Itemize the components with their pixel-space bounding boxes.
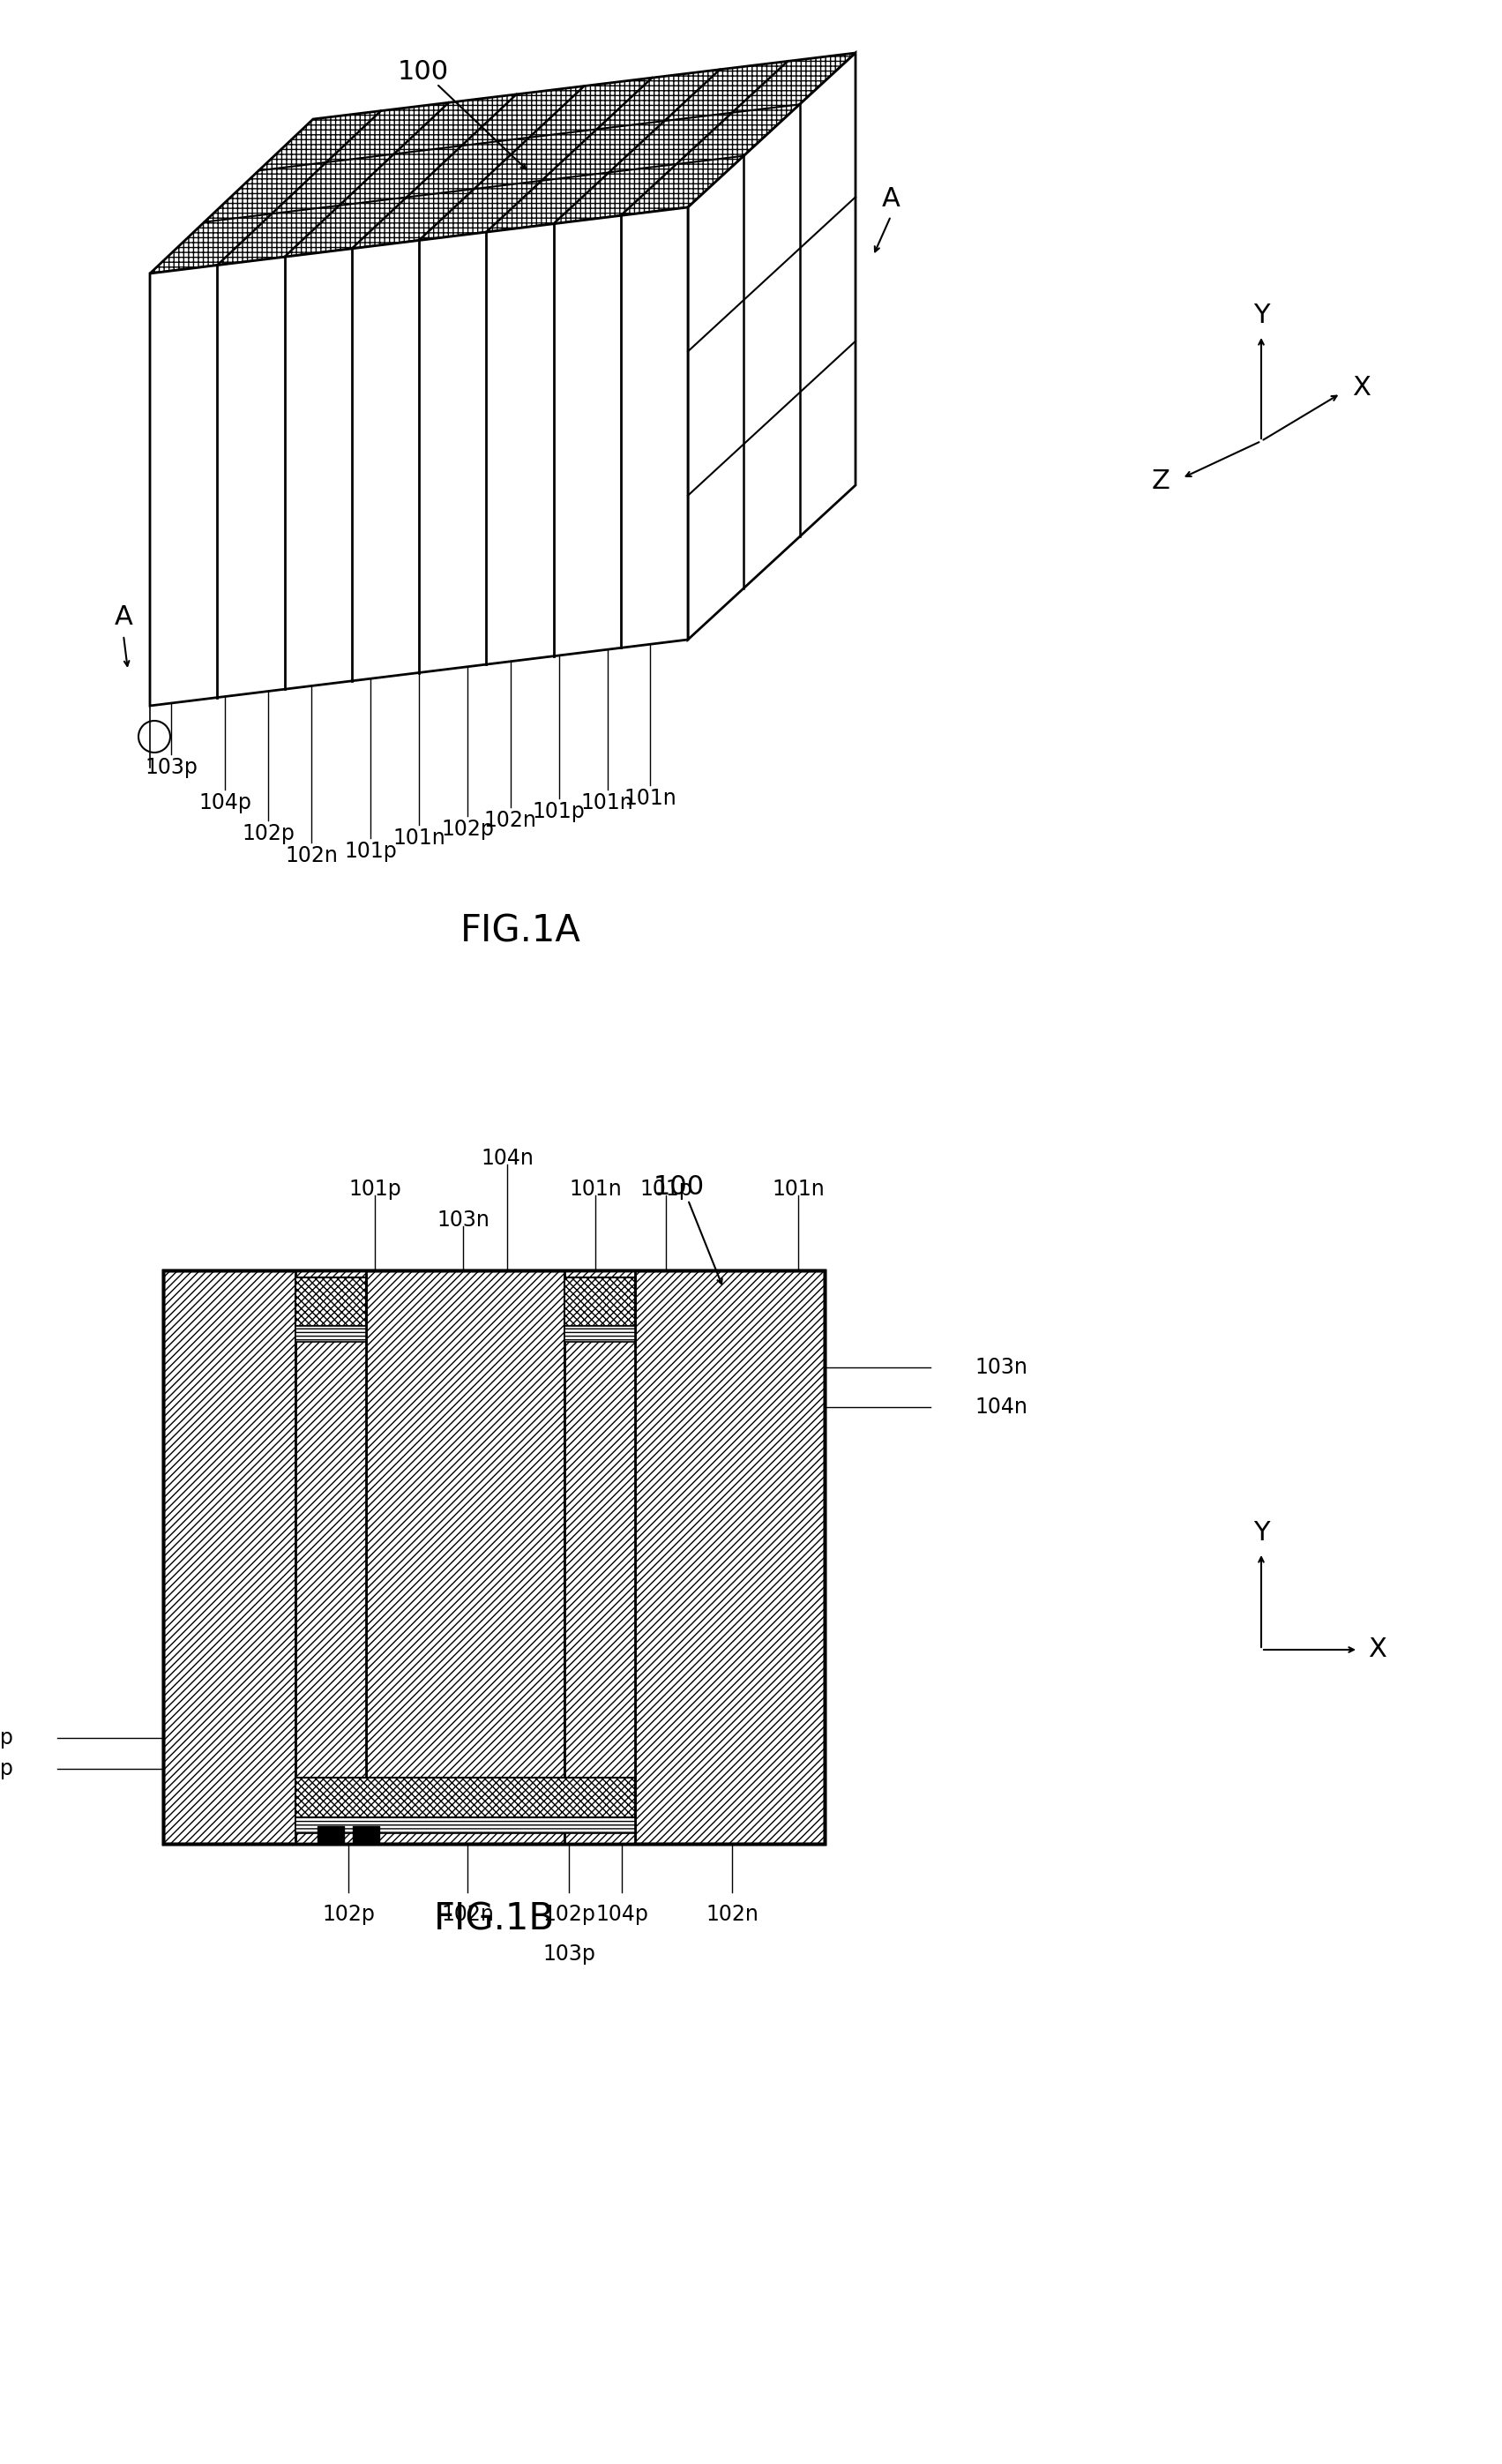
Text: A: A [114, 604, 132, 631]
Text: Y: Y [1253, 1520, 1269, 1545]
Text: 101n: 101n [581, 793, 634, 813]
Text: 102p: 102p [242, 823, 294, 845]
Text: 101n: 101n [569, 1178, 622, 1200]
Text: Y: Y [1253, 303, 1269, 328]
Text: 103p: 103p [146, 756, 198, 779]
Bar [296, 1274, 366, 1841]
Text: FIG.1B: FIG.1B [434, 1900, 554, 1937]
Text: 100: 100 [653, 1173, 704, 1200]
Text: 101p: 101p [344, 840, 397, 862]
Text: 102n: 102n [484, 811, 536, 830]
Text: 103p: 103p [542, 1944, 595, 1964]
Bar [565, 1276, 635, 1326]
Text: 101n: 101n [772, 1178, 825, 1200]
Bar [296, 1818, 635, 1833]
Text: 101n: 101n [392, 828, 445, 848]
Bar [565, 1271, 635, 1843]
Bar [317, 1826, 344, 1843]
Polygon shape [150, 52, 856, 274]
Bar [296, 1271, 366, 1843]
Text: 102n: 102n [285, 845, 338, 867]
Text: X: X [1353, 375, 1371, 402]
Text: 104n: 104n [481, 1148, 533, 1168]
Polygon shape [150, 207, 688, 705]
Polygon shape [688, 52, 856, 641]
Text: 101p: 101p [640, 1178, 692, 1200]
Text: 104p: 104p [198, 793, 252, 813]
Text: X: X [1368, 1636, 1386, 1663]
Bar [565, 1274, 635, 1841]
Text: A: A [882, 185, 900, 212]
Text: 103p: 103p [0, 1727, 14, 1749]
Text: 102p: 102p [442, 818, 494, 840]
Bar [565, 1326, 635, 1343]
Text: 104p: 104p [595, 1905, 649, 1924]
Text: 101n: 101n [623, 788, 676, 808]
Bar [296, 1326, 366, 1343]
Text: 103n: 103n [437, 1210, 490, 1230]
Text: Z: Z [1152, 468, 1170, 495]
Bar [353, 1826, 379, 1843]
Text: 103n: 103n [975, 1358, 1027, 1377]
Text: 101p: 101p [533, 801, 586, 823]
Bar [296, 1777, 635, 1818]
Text: 100: 100 [398, 59, 449, 86]
Bar [296, 1276, 366, 1326]
Text: 102p: 102p [542, 1905, 595, 1924]
Text: 104p: 104p [0, 1759, 14, 1779]
Text: 102n: 102n [706, 1905, 759, 1924]
Text: 104n: 104n [975, 1397, 1027, 1417]
Text: 102p: 102p [321, 1905, 376, 1924]
Text: 102n: 102n [442, 1905, 494, 1924]
Bar [164, 1271, 825, 1843]
Text: FIG.1A: FIG.1A [460, 912, 581, 949]
Text: 101p: 101p [348, 1178, 401, 1200]
